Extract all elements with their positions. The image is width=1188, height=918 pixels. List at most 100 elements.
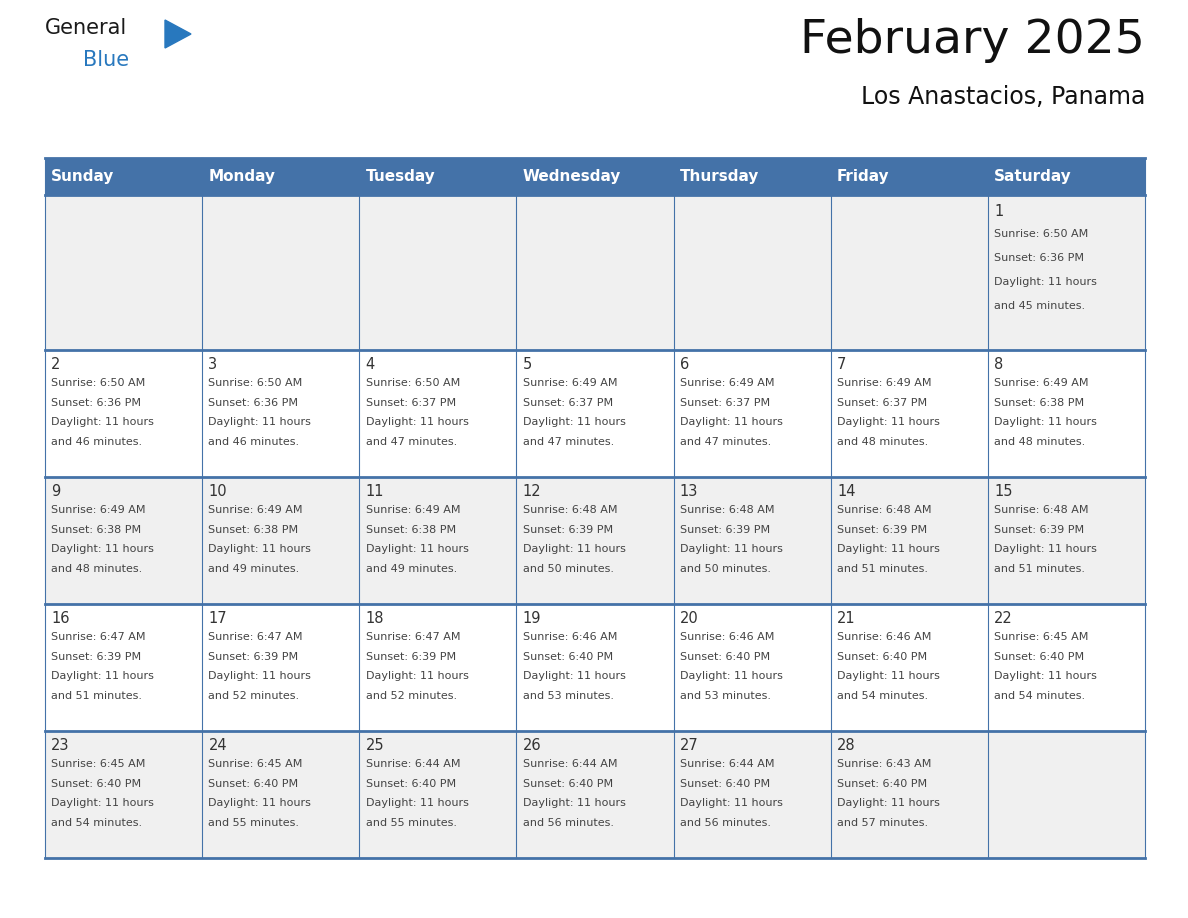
Text: 12: 12 [523, 484, 542, 499]
Text: Sunrise: 6:43 AM: Sunrise: 6:43 AM [838, 759, 931, 769]
Text: Daylight: 11 hours: Daylight: 11 hours [208, 671, 311, 681]
Text: and 51 minutes.: and 51 minutes. [51, 691, 143, 701]
Text: Daylight: 11 hours: Daylight: 11 hours [208, 418, 311, 427]
Text: Thursday: Thursday [680, 169, 759, 184]
Bar [830, 158, 988, 195]
Text: Sunrise: 6:47 AM: Sunrise: 6:47 AM [208, 632, 303, 642]
Text: Daylight: 11 hours: Daylight: 11 hours [680, 799, 783, 809]
Text: Sunrise: 6:48 AM: Sunrise: 6:48 AM [680, 505, 775, 515]
Text: Los Anastacios, Panama: Los Anastacios, Panama [860, 85, 1145, 109]
Text: Sunrise: 6:50 AM: Sunrise: 6:50 AM [208, 378, 303, 388]
Text: 25: 25 [366, 738, 384, 753]
Text: 18: 18 [366, 611, 384, 626]
Text: Daylight: 11 hours: Daylight: 11 hours [680, 671, 783, 681]
Text: 28: 28 [838, 738, 855, 753]
Text: 23: 23 [51, 738, 70, 753]
Text: Sunset: 6:37 PM: Sunset: 6:37 PM [680, 397, 770, 408]
Text: Daylight: 11 hours: Daylight: 11 hours [51, 799, 154, 809]
Text: Sunset: 6:37 PM: Sunset: 6:37 PM [838, 397, 927, 408]
Text: and 53 minutes.: and 53 minutes. [680, 691, 771, 701]
Text: Wednesday: Wednesday [523, 169, 621, 184]
Text: Sunrise: 6:46 AM: Sunrise: 6:46 AM [838, 632, 931, 642]
Text: Sunset: 6:38 PM: Sunset: 6:38 PM [208, 524, 298, 534]
Text: Sunrise: 6:49 AM: Sunrise: 6:49 AM [838, 378, 931, 388]
Text: Daylight: 11 hours: Daylight: 11 hours [680, 544, 783, 554]
Text: 27: 27 [680, 738, 699, 753]
Text: Daylight: 11 hours: Daylight: 11 hours [994, 277, 1097, 287]
Text: Sunset: 6:37 PM: Sunset: 6:37 PM [366, 397, 456, 408]
Text: 11: 11 [366, 484, 384, 499]
Text: Sunset: 6:39 PM: Sunset: 6:39 PM [366, 652, 456, 662]
Text: 13: 13 [680, 484, 699, 499]
Text: Sunset: 6:39 PM: Sunset: 6:39 PM [994, 524, 1085, 534]
Text: Sunset: 6:38 PM: Sunset: 6:38 PM [51, 524, 141, 534]
Text: Sunrise: 6:49 AM: Sunrise: 6:49 AM [208, 505, 303, 515]
Text: Sunrise: 6:46 AM: Sunrise: 6:46 AM [680, 632, 775, 642]
Text: 24: 24 [208, 738, 227, 753]
Text: Daylight: 11 hours: Daylight: 11 hours [208, 544, 311, 554]
Text: Sunrise: 6:49 AM: Sunrise: 6:49 AM [51, 505, 146, 515]
Text: 3: 3 [208, 357, 217, 372]
Text: Sunrise: 6:46 AM: Sunrise: 6:46 AM [523, 632, 617, 642]
Bar [202, 158, 359, 195]
Text: Sunset: 6:38 PM: Sunset: 6:38 PM [994, 397, 1085, 408]
Text: 15: 15 [994, 484, 1012, 499]
Bar [359, 158, 517, 195]
Text: Daylight: 11 hours: Daylight: 11 hours [366, 799, 468, 809]
Text: Daylight: 11 hours: Daylight: 11 hours [51, 671, 154, 681]
Text: Sunrise: 6:44 AM: Sunrise: 6:44 AM [523, 759, 618, 769]
Text: and 50 minutes.: and 50 minutes. [680, 564, 771, 574]
Text: Daylight: 11 hours: Daylight: 11 hours [51, 418, 154, 427]
Text: and 52 minutes.: and 52 minutes. [366, 691, 456, 701]
Text: and 47 minutes.: and 47 minutes. [366, 437, 457, 447]
Text: Sunrise: 6:47 AM: Sunrise: 6:47 AM [51, 632, 146, 642]
Text: Daylight: 11 hours: Daylight: 11 hours [366, 671, 468, 681]
Text: Sunset: 6:38 PM: Sunset: 6:38 PM [366, 524, 456, 534]
Text: Sunrise: 6:47 AM: Sunrise: 6:47 AM [366, 632, 460, 642]
Text: Sunset: 6:40 PM: Sunset: 6:40 PM [523, 652, 613, 662]
Text: 8: 8 [994, 357, 1004, 372]
Text: 16: 16 [51, 611, 70, 626]
Text: Sunrise: 6:45 AM: Sunrise: 6:45 AM [51, 759, 146, 769]
Text: and 48 minutes.: and 48 minutes. [994, 437, 1086, 447]
Text: Daylight: 11 hours: Daylight: 11 hours [51, 544, 154, 554]
Text: Sunset: 6:40 PM: Sunset: 6:40 PM [523, 778, 613, 789]
Text: and 48 minutes.: and 48 minutes. [838, 437, 928, 447]
Text: Sunset: 6:40 PM: Sunset: 6:40 PM [680, 652, 770, 662]
Text: Sunrise: 6:45 AM: Sunrise: 6:45 AM [208, 759, 303, 769]
Bar [45, 195, 1145, 350]
Bar [45, 350, 1145, 477]
Text: and 52 minutes.: and 52 minutes. [208, 691, 299, 701]
Text: Sunrise: 6:50 AM: Sunrise: 6:50 AM [994, 230, 1088, 239]
Text: and 55 minutes.: and 55 minutes. [366, 818, 456, 828]
Text: Daylight: 11 hours: Daylight: 11 hours [838, 671, 940, 681]
Text: and 57 minutes.: and 57 minutes. [838, 818, 928, 828]
Text: Sunset: 6:40 PM: Sunset: 6:40 PM [51, 778, 141, 789]
Text: Sunset: 6:40 PM: Sunset: 6:40 PM [208, 778, 298, 789]
Text: Sunset: 6:39 PM: Sunset: 6:39 PM [208, 652, 298, 662]
Text: and 49 minutes.: and 49 minutes. [366, 564, 457, 574]
Text: Friday: Friday [838, 169, 890, 184]
Text: and 54 minutes.: and 54 minutes. [994, 691, 1086, 701]
Text: 2: 2 [51, 357, 61, 372]
Text: Sunset: 6:40 PM: Sunset: 6:40 PM [680, 778, 770, 789]
Text: Daylight: 11 hours: Daylight: 11 hours [994, 671, 1097, 681]
Text: 4: 4 [366, 357, 375, 372]
Text: and 47 minutes.: and 47 minutes. [523, 437, 614, 447]
Text: 22: 22 [994, 611, 1013, 626]
Text: and 51 minutes.: and 51 minutes. [838, 564, 928, 574]
Bar [45, 604, 1145, 731]
Text: and 56 minutes.: and 56 minutes. [680, 818, 771, 828]
Bar [45, 731, 1145, 858]
Bar [45, 477, 1145, 604]
Text: Sunset: 6:39 PM: Sunset: 6:39 PM [51, 652, 141, 662]
Text: Sunrise: 6:44 AM: Sunrise: 6:44 AM [680, 759, 775, 769]
Text: Sunset: 6:40 PM: Sunset: 6:40 PM [366, 778, 456, 789]
Text: Sunrise: 6:45 AM: Sunrise: 6:45 AM [994, 632, 1088, 642]
Bar [45, 158, 202, 195]
Text: 9: 9 [51, 484, 61, 499]
Text: Daylight: 11 hours: Daylight: 11 hours [523, 418, 626, 427]
Text: and 54 minutes.: and 54 minutes. [838, 691, 928, 701]
Text: Sunset: 6:36 PM: Sunset: 6:36 PM [51, 397, 141, 408]
Text: 6: 6 [680, 357, 689, 372]
